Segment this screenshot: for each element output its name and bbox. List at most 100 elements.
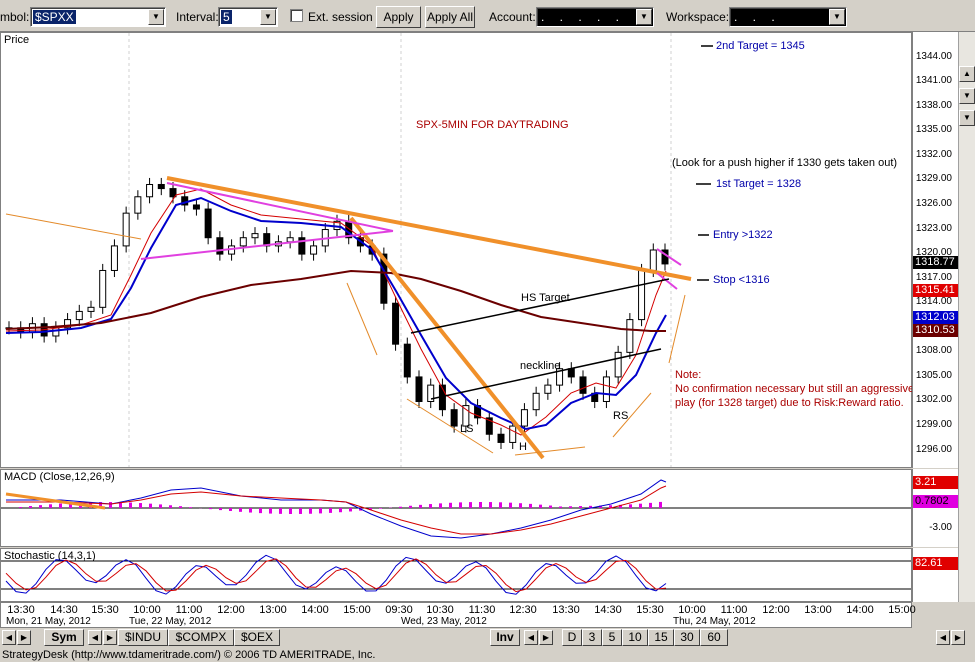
date-label: Tue, 22 May, 2012 (129, 616, 212, 627)
period-prev-icon[interactable]: ◀ (524, 630, 538, 645)
ext-session-label: Ext. session (308, 10, 373, 24)
time-tick: 10:30 (426, 604, 454, 616)
tab-symbol-compx[interactable]: $COMPX (168, 629, 234, 646)
time-tick: 15:30 (91, 604, 119, 616)
macd-pane[interactable]: MACD (Close,12,26,9) (0, 469, 912, 547)
inv-button[interactable]: Inv (490, 629, 520, 646)
time-tick: 13:30 (552, 604, 580, 616)
period-next-icon[interactable]: ▶ (539, 630, 553, 645)
stochastic-pane[interactable]: Stochastic (14,3,1) (0, 548, 912, 602)
symbol-value[interactable]: $SPXX (33, 10, 76, 24)
account-combo[interactable]: . . . . . ▼ (536, 7, 654, 27)
time-tick: 15:00 (343, 604, 371, 616)
macd-hist-bar (329, 508, 332, 513)
tab-prev-icon[interactable]: ◀ (88, 630, 102, 645)
time-tick: 09:30 (385, 604, 413, 616)
stochastic-value-badge: 82.61 (913, 557, 959, 570)
apply-all-button[interactable]: Apply All (425, 6, 475, 28)
push-note-label: (Look for a push higher if 1330 gets tak… (672, 157, 898, 169)
macd-hist-bar (129, 502, 132, 508)
macd-hist-bar (39, 505, 42, 508)
macd-hist-bar (639, 503, 642, 508)
symbol-combo[interactable]: $SPXX ▼ (30, 7, 166, 27)
macd-hist-bar (629, 504, 632, 508)
candle-body (626, 319, 634, 353)
vertical-scrollbar[interactable]: ▲ ▼ ▼ (958, 32, 975, 602)
tab-period-d[interactable]: D (562, 629, 582, 646)
macd-hist-bar (299, 508, 302, 514)
orange-thin-line-left (5, 213, 142, 240)
tab-period-15[interactable]: 15 (648, 629, 674, 646)
macd-hist-bar (559, 506, 562, 508)
candle-body (450, 409, 458, 427)
hs-target-label: HS Target (521, 292, 570, 304)
ext-session-checkbox[interactable] (290, 9, 303, 22)
tab-period-30[interactable]: 30 (674, 629, 700, 646)
macd-signal-badge: 0.7802 (913, 495, 959, 508)
macd-hist-bar (439, 503, 442, 508)
apply-button[interactable]: Apply (376, 6, 421, 28)
price-tick: 1329.00 (915, 173, 952, 185)
macd-hist-bar (369, 508, 372, 510)
workspace-combo[interactable]: . . . ▼ (729, 7, 847, 27)
candle-body (239, 237, 247, 247)
tab-period-10[interactable]: 10 (622, 629, 648, 646)
candle-body (157, 183, 165, 190)
time-axis: 13:30 14:30 15:30 10:00 11:00 12:00 13:00 14:00… (0, 602, 916, 628)
price-tick: 1341.00 (915, 75, 952, 87)
macd-hist-bar (229, 508, 232, 512)
macd-hist-bar (59, 503, 62, 508)
date-label: Wed, 23 May, 2012 (401, 616, 487, 627)
macd-hist-bar (309, 508, 312, 514)
first-target-label: 1st Target = 1328 (716, 178, 802, 190)
price-tick: 1335.00 (915, 124, 952, 136)
chevron-down-icon[interactable]: ▼ (148, 9, 164, 25)
candle-body (169, 188, 177, 198)
scroll-right-icon[interactable]: ▶ (951, 630, 965, 645)
account-value: . . . . . (541, 10, 626, 24)
time-tick: 12:30 (509, 604, 537, 616)
tab-period-3[interactable]: 3 (582, 629, 602, 646)
macd-hist-bar (289, 508, 292, 514)
h-label: H (519, 441, 527, 453)
scroll-left-icon[interactable]: ◀ (936, 630, 950, 645)
macd-hist-bar (409, 505, 412, 508)
macd-hist-bar (479, 502, 482, 508)
macd-hist-bar (209, 508, 212, 510)
time-tick: 13:30 (7, 604, 35, 616)
time-tick: 11:00 (720, 604, 748, 616)
interval-label: Interval: (176, 10, 219, 24)
interval-combo[interactable]: 5 ▼ (218, 7, 278, 27)
scroll-left-icon[interactable]: ◀ (2, 630, 16, 645)
macd-hist-bar (429, 504, 432, 508)
price-chart-pane[interactable]: Price (0, 32, 914, 468)
price-tick: 1344.00 (915, 50, 952, 62)
macd-hist-bar (169, 505, 172, 508)
candle-body (403, 343, 411, 378)
chevron-down-icon[interactable]: ▼ (829, 9, 845, 25)
macd-pane-title: MACD (Close,12,26,9) (4, 471, 115, 483)
macd-hist-bar (109, 502, 112, 508)
chevron-down-icon[interactable]: ▼ (260, 9, 276, 25)
scroll-down-icon[interactable]: ▼ (959, 88, 975, 104)
steep-down-line (349, 216, 545, 460)
tab-period-60[interactable]: 60 (700, 629, 728, 646)
scroll-down-icon[interactable]: ▼ (959, 110, 975, 126)
macd-hist-bar (119, 502, 122, 508)
tab-period-5[interactable]: 5 (602, 629, 622, 646)
interval-value[interactable]: 5 (221, 10, 232, 24)
macd-hist-bar (29, 506, 32, 508)
tab-next-icon[interactable]: ▶ (103, 630, 117, 645)
scroll-right-icon[interactable]: ▶ (17, 630, 31, 645)
sym-button[interactable]: Sym (44, 629, 84, 646)
time-tick: 13:00 (259, 604, 287, 616)
time-tick: 14:30 (50, 604, 78, 616)
tab-symbol-oex[interactable]: $OEX (234, 629, 280, 646)
status-bar: StrategyDesk (http://www.tdameritrade.co… (2, 649, 376, 661)
scroll-up-icon[interactable]: ▲ (959, 66, 975, 82)
macd-hist-bar (49, 504, 52, 508)
candle-body (415, 376, 423, 402)
tab-symbol-indu[interactable]: $INDU (118, 629, 168, 646)
chevron-down-icon[interactable]: ▼ (636, 9, 652, 25)
